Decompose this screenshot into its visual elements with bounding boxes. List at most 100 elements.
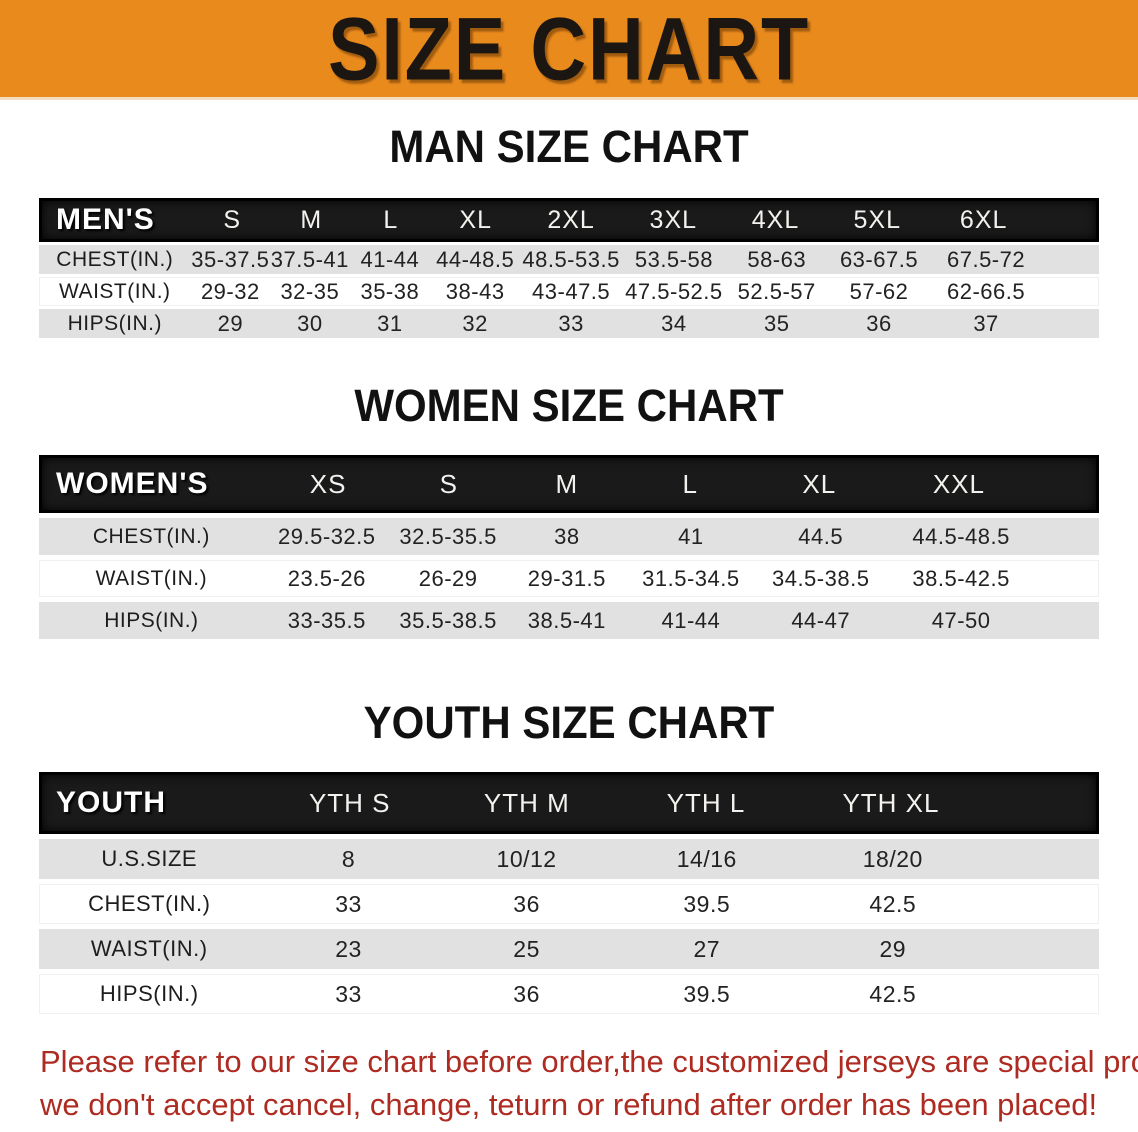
- youth-size-section: YOUTH SIZE CHART YOUTH YTH S YTH M YTH L YTH…: [0, 697, 1138, 1014]
- size-value-cell: 37: [973, 310, 999, 336]
- size-column-header: 2XL: [547, 205, 595, 234]
- filler-cell: [988, 974, 1099, 1014]
- size-value-cell: 10/12: [496, 845, 557, 872]
- size-value-cell: 42.5: [869, 890, 917, 917]
- measure-row-label: CHEST(IN.): [92, 524, 210, 548]
- youth-size-table: YOUTH YTH S YTH M YTH L YTH XL U.S.SIZE 8 10/12…: [39, 772, 1099, 1014]
- size-table-header-row: WOMEN'S XS S M L XL XXL: [39, 455, 1099, 513]
- size-value-cell: 47.5-52.5: [625, 278, 723, 304]
- size-column-header: L: [383, 205, 399, 234]
- size-table-row: HIPS(IN.) 29 30 31 32 33 34 35 36 37: [39, 309, 1099, 338]
- size-table-row: HIPS(IN.) 33-35.5 35.5-38.5 38.5-41 41-44 44-…: [39, 602, 1099, 639]
- size-table-header-row: MEN'S S M L XL 2XL 3XL 4XL 5XL 6XL: [39, 198, 1099, 242]
- size-value-cell: 41: [678, 523, 704, 549]
- size-value-cell: 29.5-32.5: [278, 523, 376, 549]
- size-table-row: CHEST(IN.) 33 36 39.5 42.5: [39, 884, 1099, 924]
- size-value-cell: 37.5-41: [270, 246, 349, 272]
- size-table-row: WAIST(IN.) 23.5-26 26-29 29-31.5 31.5-34.5 34…: [39, 560, 1099, 597]
- table-corner-label: YOUTH: [56, 786, 166, 819]
- size-value-cell: 42.5: [869, 980, 917, 1007]
- disclaimer: Please refer to our size chart before or…: [40, 1040, 1138, 1126]
- size-value-cell: 39.5: [683, 980, 731, 1007]
- filler-cell: [985, 775, 1096, 831]
- size-table-row: CHEST(IN.) 29.5-32.5 32.5-35.5 38 41 44.5 44.5…: [39, 518, 1099, 555]
- size-table-row: WAIST(IN.) 23 25 27 29: [39, 929, 1099, 969]
- measure-row-label: HIPS(IN.): [104, 608, 199, 632]
- size-column-header: YTH M: [483, 787, 570, 818]
- size-value-cell: 57-62: [849, 278, 909, 304]
- size-value-cell: 44.5-48.5: [912, 523, 1010, 549]
- size-value-cell: 29: [879, 935, 907, 962]
- size-value-cell: 34: [661, 310, 687, 336]
- size-value-cell: 41-44: [360, 246, 420, 272]
- size-column-header: 6XL: [959, 205, 1008, 234]
- size-value-cell: 29-32: [200, 278, 260, 304]
- filler-cell: [988, 929, 1099, 969]
- size-column-header: S: [439, 468, 458, 499]
- measure-row-label: CHEST(IN.): [88, 891, 211, 916]
- filler-cell: [1035, 518, 1099, 555]
- measure-row-label: WAIST(IN.): [90, 936, 208, 961]
- size-value-cell: 33: [335, 980, 362, 1007]
- size-value-cell: 33-35.5: [287, 607, 366, 633]
- size-value-cell: 33: [558, 310, 584, 336]
- men-size-table: MEN'S S M L XL 2XL 3XL 4XL 5XL 6XL CHEST(IN.) 35-37…: [39, 198, 1099, 338]
- size-value-cell: 62-66.5: [946, 278, 1026, 304]
- filler-cell: [1039, 201, 1096, 239]
- youth-section-heading: YOUTH SIZE CHART: [363, 697, 775, 748]
- men-section-heading: MAN SIZE CHART: [389, 121, 749, 172]
- women-section-heading: WOMEN SIZE CHART: [354, 380, 784, 431]
- page-title: SIZE CHART: [327, 0, 811, 99]
- size-column-header: XL: [802, 468, 837, 499]
- size-value-cell: 36: [513, 890, 540, 917]
- size-value-cell: 36: [866, 310, 892, 336]
- measure-row-label: HIPS(IN.): [99, 981, 199, 1006]
- size-column-header: 3XL: [649, 205, 698, 234]
- size-value-cell: 8: [341, 845, 356, 872]
- banner: SIZE CHART: [0, 0, 1138, 100]
- size-value-cell: 29-31.5: [527, 565, 606, 591]
- size-value-cell: 32-35: [280, 278, 340, 304]
- size-value-cell: 44-47: [791, 607, 851, 633]
- table-corner-label: WOMEN'S: [56, 467, 209, 500]
- size-value-cell: 35: [763, 310, 790, 336]
- size-value-cell: 27: [693, 935, 721, 962]
- size-table-header-row: YOUTH YTH S YTH M YTH L YTH XL: [39, 772, 1099, 834]
- size-column-header: YTH L: [666, 787, 746, 818]
- size-column-header: L: [682, 468, 698, 499]
- measure-row-label: CHEST(IN.): [56, 247, 174, 271]
- size-column-header: YTH XL: [842, 787, 940, 818]
- size-value-cell: 63-67.5: [839, 246, 919, 272]
- size-value-cell: 25: [513, 935, 540, 962]
- size-value-cell: 32.5-35.5: [399, 523, 497, 549]
- size-value-cell: 23: [335, 935, 362, 962]
- measure-row-label: U.S.SIZE: [101, 846, 198, 871]
- size-value-cell: 26-29: [418, 565, 478, 591]
- size-column-header: XL: [459, 205, 492, 234]
- size-value-cell: 44-48.5: [436, 246, 515, 272]
- filler-cell: [1033, 458, 1096, 510]
- disclaimer-line-2: we don't accept cancel, change, teturn o…: [40, 1087, 1098, 1122]
- size-value-cell: 30: [297, 310, 323, 336]
- size-table-row: CHEST(IN.) 35-37.5 37.5-41 41-44 44-48.5 48.5…: [39, 245, 1099, 274]
- size-value-cell: 67.5-72: [946, 246, 1026, 272]
- size-value-cell: 38.5-41: [527, 607, 606, 633]
- measure-row-label: WAIST(IN.): [59, 279, 171, 303]
- size-value-cell: 34.5-38.5: [771, 565, 870, 591]
- filler-cell: [1042, 245, 1099, 274]
- size-value-cell: 41-44: [661, 607, 721, 633]
- filler-cell: [1035, 602, 1099, 639]
- size-column-header: M: [300, 205, 323, 234]
- size-value-cell: 18/20: [862, 845, 923, 872]
- size-column-header: YTH S: [308, 787, 391, 818]
- size-value-cell: 32: [462, 310, 488, 336]
- size-value-cell: 47-50: [931, 607, 991, 633]
- size-column-header: M: [555, 468, 579, 499]
- size-value-cell: 58-63: [747, 246, 807, 272]
- women-size-table: WOMEN'S XS S M L XL XXL CHEST(IN.) 29.5-32.5 32.5…: [39, 455, 1099, 639]
- size-value-cell: 43-47.5: [532, 278, 611, 304]
- measure-row-label: HIPS(IN.): [67, 311, 162, 335]
- size-value-cell: 52.5-57: [737, 278, 816, 304]
- size-table-row: WAIST(IN.) 29-32 32-35 35-38 38-43 43-47.5 47.…: [39, 277, 1099, 306]
- size-value-cell: 33: [335, 890, 362, 917]
